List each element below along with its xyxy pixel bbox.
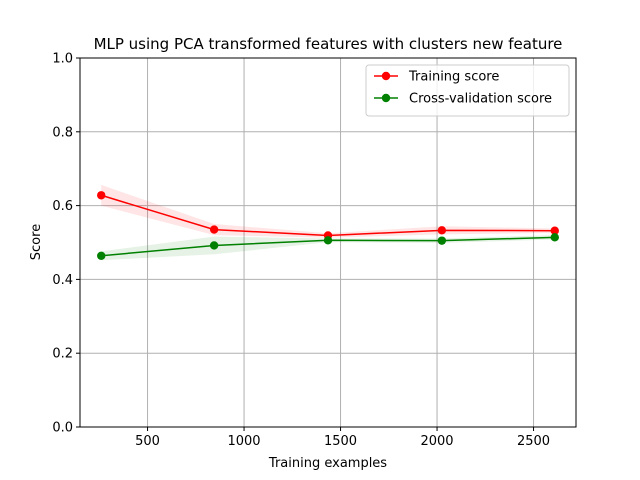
x-tick-label: 500 xyxy=(135,434,160,449)
tick-layer: 500 1000 1500 2000 2500 0.0 0.2 0.4 0.6 0.8 1.0 xyxy=(52,52,550,450)
y-tick-label: 0.8 xyxy=(52,125,73,140)
y-tick-label: 1.0 xyxy=(52,52,73,67)
legend: Training score Cross-validation score xyxy=(365,64,570,117)
confidence-band-training-score xyxy=(101,184,555,238)
y-tick-label: 0.2 xyxy=(52,347,73,362)
data-point-cross-validation-score xyxy=(550,233,559,242)
data-point-training-score xyxy=(550,226,559,235)
data-point-cross-validation-score xyxy=(209,241,219,250)
data-point-cross-validation-score xyxy=(323,236,333,245)
x-tick-label: 2000 xyxy=(420,434,453,449)
legend-box xyxy=(365,64,570,117)
x-axis-label: Training examples xyxy=(268,456,387,471)
point-layer xyxy=(97,191,559,260)
plot-area-frame xyxy=(79,57,577,428)
data-point-training-score xyxy=(97,191,106,200)
data-point-cross-validation-score xyxy=(97,251,106,260)
x-tick-label: 2500 xyxy=(517,434,550,449)
data-point-cross-validation-score xyxy=(437,236,447,245)
x-tick-label: 1000 xyxy=(227,434,260,449)
y-axis-label: Score xyxy=(29,224,44,260)
y-tick-label: 0.0 xyxy=(52,421,73,436)
data-point-training-score xyxy=(209,225,219,234)
data-point-training-score xyxy=(437,226,447,235)
legend-marker-cross-validation xyxy=(381,93,391,103)
legend-marker-training xyxy=(381,71,391,81)
chart-title: MLP using PCA transformed features with … xyxy=(94,35,563,53)
y-tick-label: 0.4 xyxy=(52,273,73,288)
y-tick-label: 0.6 xyxy=(52,199,73,214)
legend-label-training: Training score xyxy=(408,70,499,85)
x-tick-label: 1500 xyxy=(324,434,357,449)
legend-label-cross-validation: Cross-validation score xyxy=(409,92,552,107)
